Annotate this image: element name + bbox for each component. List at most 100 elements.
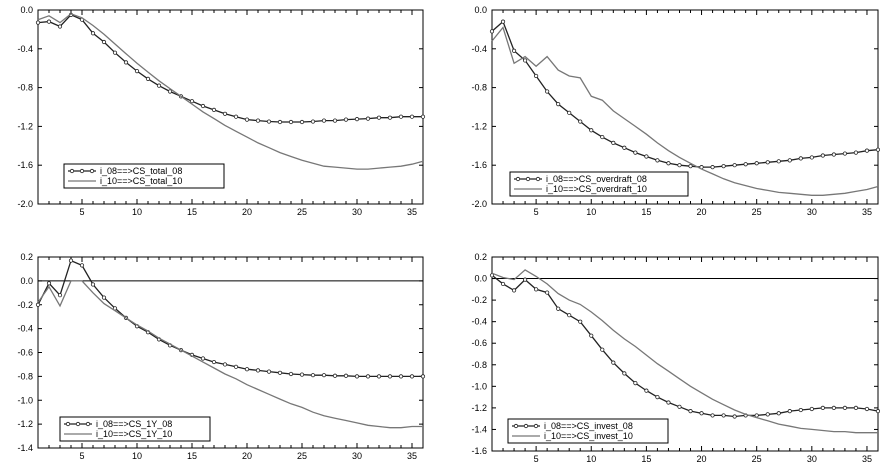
data-point	[511, 48, 517, 53]
data-point	[35, 20, 41, 25]
x-tick-label: 20	[242, 451, 252, 461]
data-point	[288, 371, 294, 377]
x-tick-label: 30	[807, 454, 817, 464]
data-point	[134, 69, 140, 74]
data-point	[831, 405, 836, 410]
x-tick-label: 10	[586, 207, 596, 217]
data-point	[90, 31, 96, 36]
data-point	[765, 412, 770, 417]
data-point	[277, 370, 283, 375]
data-point	[633, 150, 638, 155]
data-point	[622, 145, 627, 150]
y-tick-label: -0.4	[17, 324, 33, 334]
y-tick-label: -0.8	[471, 83, 487, 93]
x-tick-label: 10	[586, 454, 596, 464]
legend-marker	[535, 176, 541, 182]
legend-marker	[75, 421, 81, 427]
data-point	[354, 117, 360, 122]
data-point	[189, 99, 195, 104]
data-point	[398, 114, 404, 119]
data-point	[233, 364, 239, 369]
data-point	[200, 103, 206, 109]
legend-marker	[85, 421, 91, 427]
y-tick-label: -1.2	[471, 403, 487, 413]
data-point	[655, 158, 660, 163]
data-point	[600, 347, 605, 352]
x-tick-label: 15	[641, 207, 651, 217]
x-tick-label: 30	[807, 207, 817, 217]
chart-overdraft: -2.0 -1.6 -1.2 -0.8 -0.4 0.0 5 10 15 20 25 30 35 i_08…	[471, 5, 880, 217]
data-point	[299, 372, 305, 377]
data-point	[387, 115, 393, 120]
data-point	[545, 290, 550, 295]
plot-frame	[37, 9, 424, 205]
data-point	[376, 374, 382, 379]
x-tick-label: 35	[407, 451, 417, 461]
data-point	[820, 405, 825, 410]
data-point	[589, 128, 594, 133]
legend-marker	[533, 423, 539, 429]
data-point	[666, 161, 671, 166]
x-tick-label: 15	[641, 454, 651, 464]
x-tick-label: 5	[79, 451, 84, 461]
data-point	[578, 119, 583, 124]
data-point	[387, 374, 393, 379]
x-tick-label: 25	[752, 454, 762, 464]
data-point	[787, 158, 792, 163]
data-point	[864, 406, 870, 412]
data-point	[343, 117, 349, 122]
data-point	[853, 150, 859, 155]
legend-marker	[79, 168, 85, 174]
chart-invest: -1.6 -1.4 -1.2 -1.0 -0.8 -0.6 -0.4 -0.2 0.0 0.2 5 1…	[471, 252, 880, 464]
data-point	[211, 359, 217, 365]
data-point	[90, 282, 96, 287]
data-point	[732, 414, 737, 419]
data-point	[145, 76, 151, 81]
series-line-10	[491, 269, 878, 434]
legend-marker	[89, 168, 95, 174]
data-point	[500, 19, 506, 24]
data-point	[710, 413, 715, 418]
data-point	[699, 411, 704, 416]
x-tick-label: 35	[862, 207, 872, 217]
x-tick-label: 10	[132, 207, 142, 217]
data-point	[820, 153, 825, 158]
data-point	[46, 19, 52, 24]
data-point	[79, 263, 85, 268]
data-point	[798, 156, 803, 161]
data-point	[644, 154, 649, 159]
data-point	[277, 119, 283, 125]
data-point	[842, 151, 848, 156]
y-tick-label: -0.2	[471, 295, 487, 305]
data-point	[200, 356, 206, 361]
data-point	[666, 400, 671, 405]
data-point	[787, 409, 792, 414]
data-point	[255, 118, 261, 123]
x-tick-label: 25	[297, 451, 307, 461]
y-tick-label: 0.2	[20, 252, 33, 262]
data-point	[567, 313, 572, 318]
legend-marker	[65, 421, 71, 427]
data-point	[765, 160, 770, 165]
data-point	[211, 107, 217, 113]
data-point	[831, 152, 836, 157]
data-point	[167, 89, 173, 94]
y-tick-label: -1.6	[17, 160, 33, 170]
data-point	[288, 119, 294, 125]
y-tick-label: -1.4	[17, 443, 33, 453]
legend-box	[59, 416, 211, 442]
data-point	[710, 165, 715, 170]
series-line-10	[37, 13, 424, 170]
x-tick-label: 35	[862, 454, 872, 464]
data-point	[600, 134, 605, 140]
x-tick-label: 15	[187, 207, 197, 217]
data-point	[875, 409, 880, 414]
data-point	[46, 281, 52, 286]
data-point	[101, 39, 107, 45]
data-point	[266, 119, 272, 124]
x-tick-label: 5	[534, 207, 539, 217]
data-point	[101, 295, 107, 300]
data-point	[332, 118, 338, 123]
data-point	[233, 114, 239, 119]
